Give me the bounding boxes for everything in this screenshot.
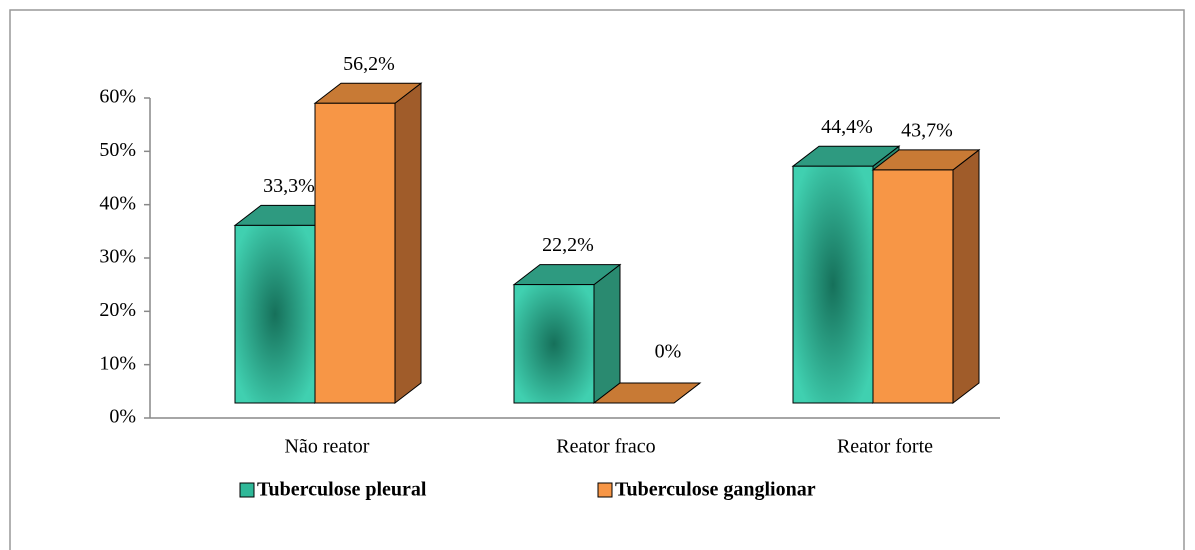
bar-side xyxy=(952,148,980,405)
bar-top xyxy=(592,382,702,404)
bar-side xyxy=(394,82,422,405)
y-tick-label: 10% xyxy=(99,352,136,374)
bar xyxy=(513,284,595,404)
value-label: 0% xyxy=(655,341,682,363)
x-tick-label: Reator forte xyxy=(837,436,933,458)
value-label: 44,4% xyxy=(821,116,873,138)
chart-border xyxy=(9,9,1185,550)
value-label: 56,2% xyxy=(343,53,395,75)
y-tick-label: 0% xyxy=(109,406,136,428)
bar xyxy=(314,102,396,404)
bar xyxy=(234,224,316,404)
y-tick-label: 40% xyxy=(99,192,136,214)
legend-swatch xyxy=(597,482,613,498)
legend-label: Tuberculose ganglionar xyxy=(615,479,816,501)
y-tick-label: 60% xyxy=(99,86,136,108)
legend-swatch xyxy=(239,482,255,498)
value-label: 33,3% xyxy=(263,175,315,197)
bar xyxy=(872,169,954,404)
bar-side xyxy=(593,263,621,405)
value-label: 43,7% xyxy=(901,120,953,142)
y-tick-label: 50% xyxy=(99,139,136,161)
y-tick-label: 30% xyxy=(99,246,136,268)
y-tick-label: 20% xyxy=(99,299,136,321)
bar xyxy=(792,165,874,404)
x-tick-label: Não reator xyxy=(285,436,370,458)
value-label: 22,2% xyxy=(542,234,594,256)
legend-label: Tuberculose pleural xyxy=(257,479,427,501)
x-tick-label: Reator fraco xyxy=(556,436,655,458)
